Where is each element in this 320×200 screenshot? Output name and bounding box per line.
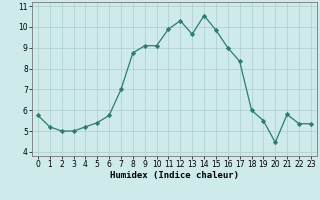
X-axis label: Humidex (Indice chaleur): Humidex (Indice chaleur) (110, 171, 239, 180)
